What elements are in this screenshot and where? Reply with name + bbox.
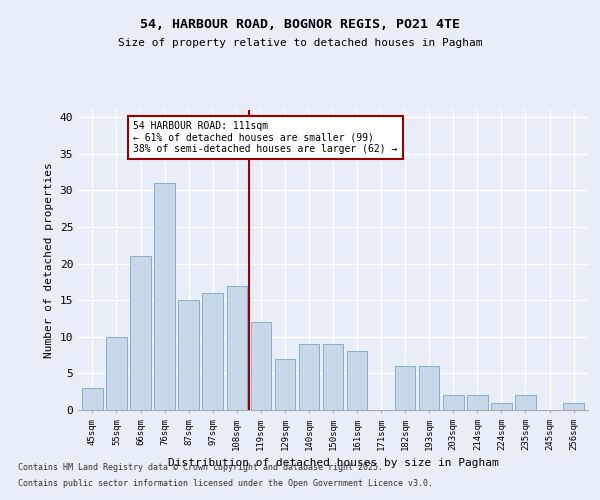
Bar bbox=[227, 286, 247, 410]
Bar bbox=[106, 337, 127, 410]
Bar bbox=[515, 396, 536, 410]
Bar bbox=[323, 344, 343, 410]
Bar bbox=[491, 402, 512, 410]
Bar bbox=[178, 300, 199, 410]
X-axis label: Distribution of detached houses by size in Pagham: Distribution of detached houses by size … bbox=[167, 458, 499, 468]
Bar bbox=[154, 183, 175, 410]
Text: 54 HARBOUR ROAD: 111sqm
← 61% of detached houses are smaller (99)
38% of semi-de: 54 HARBOUR ROAD: 111sqm ← 61% of detache… bbox=[133, 121, 398, 154]
Y-axis label: Number of detached properties: Number of detached properties bbox=[44, 162, 54, 358]
Bar bbox=[467, 396, 488, 410]
Bar bbox=[443, 396, 464, 410]
Bar bbox=[130, 256, 151, 410]
Bar bbox=[563, 402, 584, 410]
Bar bbox=[347, 352, 367, 410]
Text: Contains public sector information licensed under the Open Government Licence v3: Contains public sector information licen… bbox=[18, 478, 433, 488]
Bar bbox=[202, 293, 223, 410]
Bar bbox=[299, 344, 319, 410]
Text: Contains HM Land Registry data © Crown copyright and database right 2025.: Contains HM Land Registry data © Crown c… bbox=[18, 464, 383, 472]
Bar bbox=[82, 388, 103, 410]
Text: Size of property relative to detached houses in Pagham: Size of property relative to detached ho… bbox=[118, 38, 482, 48]
Bar bbox=[419, 366, 439, 410]
Bar bbox=[251, 322, 271, 410]
Text: 54, HARBOUR ROAD, BOGNOR REGIS, PO21 4TE: 54, HARBOUR ROAD, BOGNOR REGIS, PO21 4TE bbox=[140, 18, 460, 30]
Bar bbox=[395, 366, 415, 410]
Bar bbox=[275, 359, 295, 410]
